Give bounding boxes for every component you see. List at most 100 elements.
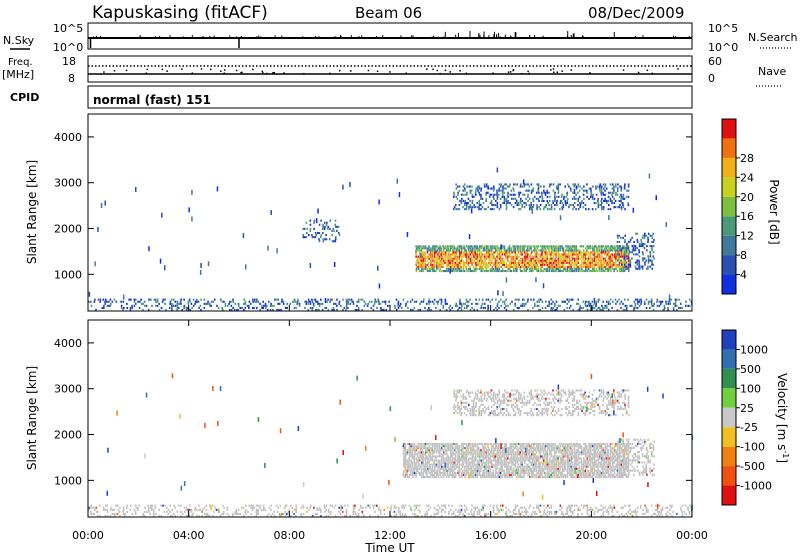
range-cell — [566, 506, 568, 509]
range-cell — [500, 270, 502, 273]
range-cell — [502, 508, 504, 511]
range-cell — [495, 469, 497, 472]
range-cell — [122, 308, 124, 311]
range-cell — [169, 300, 172, 303]
colorbar-step — [722, 119, 736, 139]
range-cell — [192, 298, 195, 301]
range-cell — [584, 270, 586, 273]
range-cell — [583, 259, 585, 262]
range-cell — [475, 270, 477, 273]
range-cell — [634, 245, 637, 248]
range-cell — [586, 261, 588, 264]
range-cell — [275, 308, 278, 311]
range-cell — [532, 459, 534, 462]
range-cell — [606, 267, 608, 270]
range-cell — [441, 467, 443, 470]
range-cell — [255, 514, 257, 517]
range-cell — [491, 447, 493, 450]
range-cell — [627, 251, 630, 254]
range-cell — [458, 467, 460, 470]
range-cell — [539, 249, 542, 252]
range-cell — [187, 306, 189, 309]
range-cell — [536, 263, 538, 266]
range-cell — [494, 476, 496, 479]
range-cell — [480, 449, 482, 452]
range-cell — [611, 306, 613, 309]
range-cell — [411, 465, 414, 468]
range-cell — [665, 302, 668, 305]
range-cell — [232, 514, 234, 517]
range-cell — [397, 306, 400, 309]
range-cell — [626, 257, 628, 260]
range-cell — [610, 270, 612, 273]
range-cell — [531, 270, 533, 273]
range-cell — [570, 267, 572, 270]
range-cell — [446, 459, 448, 462]
range-cell — [468, 451, 470, 454]
range-cell — [647, 257, 650, 260]
range-cell — [611, 514, 614, 517]
range-cell — [625, 255, 628, 258]
range-cell — [417, 247, 419, 250]
range-cell — [409, 447, 412, 450]
range-cell — [530, 247, 532, 250]
range-cell — [651, 267, 653, 270]
range-cell — [166, 506, 168, 509]
range-cell — [153, 514, 155, 517]
range-cell — [531, 208, 534, 214]
range-cell — [446, 302, 448, 305]
range-cell — [442, 270, 445, 273]
range-cell — [429, 465, 432, 468]
range-cell — [325, 504, 328, 507]
range-cell — [527, 193, 529, 196]
range-cell — [478, 459, 481, 462]
range-cell — [613, 257, 616, 260]
range-cell — [689, 304, 691, 307]
range-cell — [582, 251, 585, 254]
range-cell — [199, 269, 202, 275]
nave-dot — [465, 72, 468, 75]
range-cell — [530, 191, 533, 194]
range-cell — [498, 455, 500, 458]
range-cell — [562, 255, 565, 258]
range-cell — [363, 300, 366, 303]
range-cell — [530, 512, 533, 515]
range-cell — [542, 270, 545, 273]
range-cell — [623, 270, 626, 273]
range-cell — [212, 514, 214, 517]
range-cell — [453, 467, 456, 470]
range-cell — [421, 245, 423, 248]
colorbar-tick-label: 4 — [740, 269, 747, 282]
range-cell — [552, 183, 555, 186]
range-cell — [636, 306, 639, 309]
range-cell — [507, 265, 509, 268]
range-cell — [426, 270, 429, 273]
range-cell — [426, 302, 428, 305]
range-cell — [505, 257, 507, 260]
range-cell — [539, 467, 541, 470]
range-cell — [546, 195, 549, 198]
range-cell — [416, 514, 418, 517]
range-cell — [484, 514, 486, 517]
range-cell — [110, 506, 112, 509]
range-cell — [444, 447, 446, 450]
range-cell — [453, 255, 456, 258]
range-cell — [417, 453, 419, 456]
range-cell — [259, 302, 261, 305]
range-cell — [525, 261, 527, 264]
range-cell — [313, 221, 315, 224]
range-cell — [232, 300, 235, 303]
range-cell — [116, 512, 119, 515]
range-cell — [519, 465, 522, 468]
power-ylabel: Slant Range [km] — [25, 160, 39, 264]
range-cell — [638, 267, 641, 270]
range-cell — [428, 245, 430, 248]
range-cell — [205, 512, 208, 515]
range-cell — [522, 298, 524, 301]
range-cell — [474, 471, 477, 474]
range-cell — [491, 259, 493, 262]
range-cell — [628, 263, 630, 266]
range-cell — [498, 508, 500, 511]
range-cell — [541, 463, 544, 466]
range-cell — [654, 512, 657, 515]
